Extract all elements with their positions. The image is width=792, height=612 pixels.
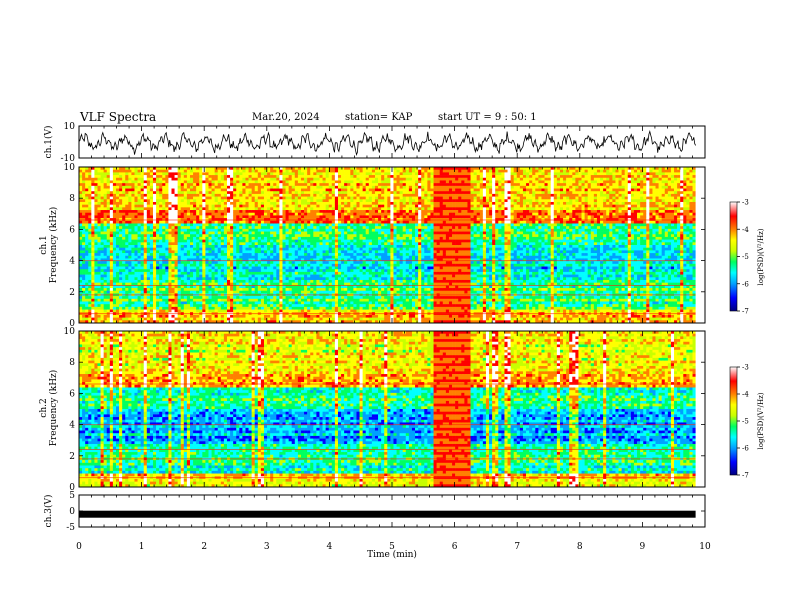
ch1-spectrogram-ytick-label: 10 [64, 163, 76, 173]
ch2-spectrogram-ytick-label: 8 [69, 358, 75, 368]
ch1-spectrogram-ylabel-1: ch.1 [39, 235, 49, 254]
station-label: station= KAP [345, 112, 412, 123]
ch2-spectrogram-ylabel-2: Frequency (kHz) [48, 370, 59, 447]
colorbar-gradient [729, 201, 738, 312]
colorbar-tick-label: -3 [742, 199, 749, 207]
ch1-spectrogram-ytick-label: 4 [69, 257, 75, 267]
chart-title: VLF Spectra [80, 110, 156, 124]
colorbar-tick-label: -5 [742, 253, 749, 261]
x-tick-label: 4 [327, 542, 333, 552]
colorbar-gradient [729, 366, 738, 476]
colorbar-tick-label: -6 [742, 280, 749, 288]
x-tick-label: 1 [139, 542, 145, 552]
ch3-waveform-panel: -5 0 5 [66, 491, 706, 533]
x-tick-label: 5 [389, 542, 395, 552]
x-axis-label: Time (min) [367, 549, 417, 560]
ch1-spectrogram-ylabel-2: Frequency (kHz) [48, 207, 59, 284]
colorbar-tick-label: -4 [742, 226, 749, 234]
colorbar-ch2: -3 -4 -5 -6 -7 [729, 364, 749, 480]
time-axis: 0 1 2 3 4 5 6 7 8 9 10 [76, 542, 711, 552]
ch3-waveform-trace [79, 510, 696, 518]
ch1-waveform-ytick-label: 10 [64, 122, 76, 132]
x-tick-label: 7 [514, 542, 520, 552]
ch1-waveform-panel: -10 10 [61, 122, 706, 164]
ch1-waveform-ylabel: ch.1(V) [43, 126, 54, 159]
ch3-waveform-ytick-label: 0 [69, 507, 75, 517]
x-tick-label: 8 [577, 542, 583, 552]
ch3-waveform-ylabel: ch.3(V) [43, 495, 54, 528]
ch3-waveform-ytick-label: 5 [69, 491, 75, 501]
colorbar-tick-label: -6 [742, 445, 749, 453]
ch2-spectrogram-ytick-label: 4 [69, 421, 75, 431]
ch1-waveform-trace [78, 130, 696, 156]
x-tick-label: 6 [452, 542, 458, 552]
date-label: Mar.20, 2024 [252, 112, 320, 123]
ch1-spectrogram-ytick-label: 6 [69, 225, 75, 235]
ch1-spectrogram-ytick-label: 8 [69, 194, 75, 204]
ch3-waveform-ytick-label: -5 [66, 523, 75, 533]
ch2-spectrogram-ytick-label: 6 [69, 389, 75, 399]
colorbar-tick-label: -7 [742, 472, 749, 480]
ch1-spectrogram-panel: 0 2 4 6 8 10 [64, 163, 706, 329]
colorbar-ch2-label: log(PSD)(V²/Hz) [757, 392, 765, 449]
colorbar-tick-label: -3 [742, 364, 749, 372]
ch2-spectrogram-ylabel-1: ch.2 [39, 398, 49, 417]
colorbar-ch1-label: log(PSD)(V²/Hz) [757, 228, 765, 285]
x-tick-label: 2 [201, 542, 207, 552]
ch1-spectrogram-ytick-label: 0 [69, 319, 75, 329]
ch2-spectrogram-ytick-label: 10 [64, 327, 76, 337]
colorbar-tick-label: -7 [742, 308, 749, 316]
x-tick-label: 10 [699, 542, 711, 552]
x-tick-label: 0 [76, 542, 82, 552]
x-tick-label: 3 [264, 542, 270, 552]
start-time-label: start UT = 9 : 50: 1 [438, 112, 537, 123]
ch1-spectrogram-ytick-label: 2 [69, 288, 75, 298]
ch2-spectrogram-panel: 0 2 4 6 8 10 [64, 327, 706, 493]
ch2-spectrogram-ytick-label: 2 [69, 452, 75, 462]
ch1-waveform-ytick-label: -10 [61, 154, 76, 164]
ch2-spectrogram-ytick-label: 0 [69, 483, 75, 493]
colorbar-tick-label: -5 [742, 418, 749, 426]
x-tick-label: 9 [640, 542, 646, 552]
colorbar-ch1: -3 -4 -5 -6 -7 [729, 199, 749, 316]
colorbar-tick-label: -4 [742, 391, 749, 399]
